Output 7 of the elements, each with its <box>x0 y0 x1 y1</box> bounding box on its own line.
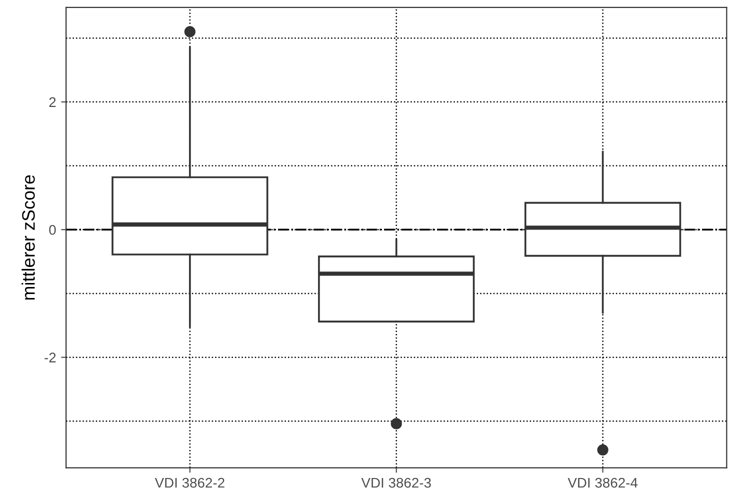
y-tick-label: -2 <box>44 352 56 362</box>
y-tick-label: 0 <box>49 224 56 235</box>
y-tick-label: 2 <box>49 97 56 107</box>
x-tick-label: VDI 3862-4 <box>568 478 638 488</box>
x-tick-label: VDI 3862-2 <box>154 478 224 488</box>
y-axis-title: mittlerer zScore <box>22 175 35 300</box>
x-tick-label: VDI 3862-3 <box>361 478 431 488</box>
